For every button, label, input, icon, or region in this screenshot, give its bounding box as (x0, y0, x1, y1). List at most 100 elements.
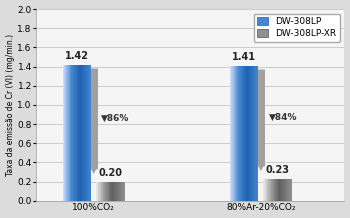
Bar (96, 182, 97, 201)
Bar (80, 65, 82, 201)
Bar (100, 182, 101, 201)
Bar (107, 182, 108, 201)
Bar (87, 65, 88, 201)
Bar (119, 182, 120, 201)
Bar (114, 182, 115, 201)
Bar (242, 66, 243, 201)
Bar (111, 182, 112, 201)
Bar (235, 66, 236, 201)
Bar (115, 182, 116, 201)
Bar (256, 66, 257, 201)
Bar (236, 66, 237, 201)
Bar (289, 179, 290, 201)
Bar (122, 182, 123, 201)
Bar (243, 66, 244, 201)
Bar (282, 179, 284, 201)
Bar (274, 179, 275, 201)
Bar (100, 182, 101, 201)
Bar (231, 66, 232, 201)
Bar (253, 66, 254, 201)
Bar (289, 179, 290, 201)
Bar (233, 66, 234, 201)
Bar (89, 65, 90, 201)
Bar (98, 182, 99, 201)
Bar (101, 182, 102, 201)
Legend: DW-308LP, DW-308LP-XR: DW-308LP, DW-308LP-XR (253, 14, 340, 41)
Bar (266, 179, 267, 201)
Bar (90, 65, 91, 201)
Bar (230, 66, 231, 201)
Bar (65, 65, 66, 201)
Bar (105, 182, 106, 201)
Bar (124, 182, 125, 201)
Bar (239, 66, 240, 201)
Bar (120, 182, 121, 201)
Text: 0.20: 0.20 (98, 168, 122, 178)
Bar (273, 179, 274, 201)
Text: ▼86%: ▼86% (102, 114, 130, 123)
Bar (291, 179, 292, 201)
Bar (271, 179, 272, 201)
Bar (69, 65, 70, 201)
Bar (231, 66, 232, 201)
Bar (265, 179, 266, 201)
Bar (287, 179, 288, 201)
Bar (97, 182, 98, 201)
Bar (121, 182, 122, 201)
Bar (251, 66, 252, 201)
Bar (84, 65, 85, 201)
Y-axis label: Taxa da emissão de Cr (VI) (mg/min.): Taxa da emissão de Cr (VI) (mg/min.) (6, 34, 15, 176)
Bar (88, 65, 89, 201)
Bar (88, 65, 89, 201)
Bar (113, 182, 114, 201)
Bar (252, 66, 253, 201)
Bar (254, 66, 255, 201)
Bar (241, 66, 242, 201)
Bar (232, 66, 233, 201)
Bar (102, 182, 103, 201)
Bar (63, 65, 64, 201)
Bar (283, 179, 284, 201)
Bar (71, 65, 72, 201)
Bar (79, 65, 80, 201)
Bar (73, 65, 74, 201)
Bar (78, 65, 79, 201)
Bar (104, 182, 105, 201)
Bar (99, 182, 100, 201)
Bar (278, 179, 279, 201)
Bar (275, 179, 276, 201)
Bar (80, 65, 81, 201)
Bar (287, 179, 288, 201)
Bar (288, 179, 289, 201)
Bar (77, 65, 78, 201)
Bar (103, 182, 104, 201)
Text: 1.41: 1.41 (232, 52, 256, 62)
Bar (64, 65, 65, 201)
Bar (277, 179, 278, 201)
Bar (72, 65, 73, 201)
Bar (236, 66, 237, 201)
Bar (246, 66, 247, 201)
Text: ▼84%: ▼84% (268, 113, 297, 122)
Bar (75, 65, 76, 201)
Bar (82, 65, 83, 201)
Text: 1.42: 1.42 (65, 51, 89, 61)
Bar (106, 182, 107, 201)
Bar (248, 66, 249, 201)
Bar (90, 65, 91, 201)
Bar (237, 66, 238, 201)
Bar (257, 66, 258, 201)
Bar (280, 179, 281, 201)
Bar (68, 65, 69, 201)
Bar (272, 179, 273, 201)
Bar (85, 65, 86, 201)
Bar (112, 182, 113, 201)
Bar (86, 65, 87, 201)
Bar (282, 179, 283, 201)
Bar (269, 179, 270, 201)
Bar (103, 182, 104, 201)
Bar (286, 179, 287, 201)
Bar (67, 65, 68, 201)
Bar (118, 182, 119, 201)
Bar (247, 66, 248, 201)
